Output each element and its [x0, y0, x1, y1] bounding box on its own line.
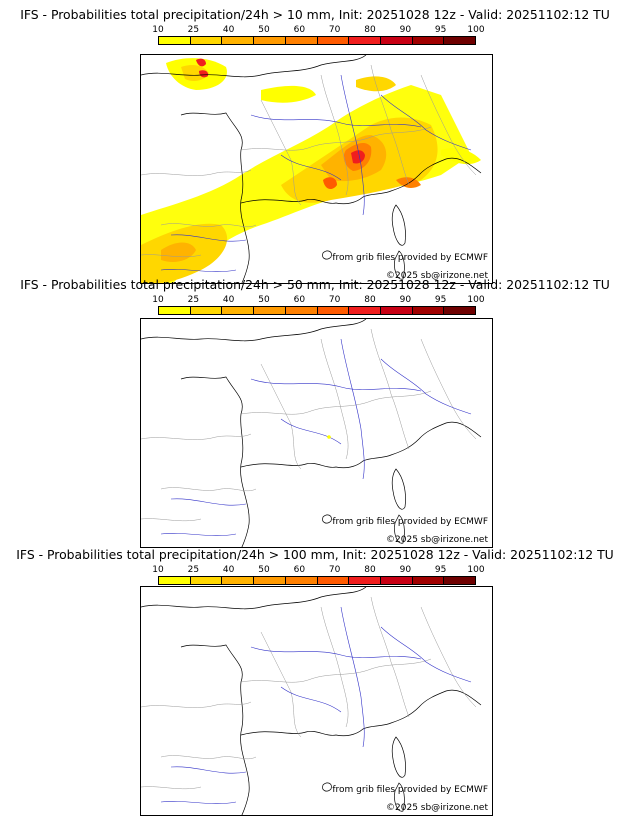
colorbar-segment: [190, 577, 223, 584]
colorbar-tick-label: 60: [293, 25, 306, 35]
colorbar-segment: [444, 307, 476, 314]
colorbar-tick-label: 25: [187, 295, 200, 305]
rivers: [160, 338, 472, 536]
credit-source: from grib files provided by ECMWF: [332, 253, 488, 263]
colorbar-tick-label: 10: [152, 565, 164, 575]
colorbar-segment: [349, 307, 381, 314]
colorbar-segment: [285, 577, 318, 584]
credit-copyright: ©2025 sb@irizone.net: [386, 271, 488, 281]
colorbar-tick-label: 80: [364, 25, 376, 35]
colorbar-labels: 10 25 40 50 60 70 80 90 95 100: [152, 565, 484, 575]
map-area[interactable]: from grib files provided by ECMWF ©2025 …: [140, 318, 493, 548]
colorbar-tick-label: 40: [222, 565, 235, 575]
map-panel-100mm: IFS - Probabilities total precipitation/…: [0, 548, 630, 818]
colorbar-tick-label: 70: [328, 295, 341, 305]
colorbar: [158, 576, 476, 585]
precip-shading: [141, 58, 481, 283]
colorbar-segment: [254, 577, 286, 584]
map-svg: [141, 587, 482, 815]
colorbar-tick-label: 80: [364, 295, 376, 305]
colorbar-segment: [222, 577, 255, 584]
colorbar-segment: [380, 37, 413, 44]
colorbar: [158, 36, 476, 45]
colorbar-tick-label: 100: [467, 565, 485, 575]
colorbar-segment: [222, 37, 255, 44]
colorbar-segment: [190, 37, 223, 44]
colorbar-tick-label: 95: [434, 295, 447, 305]
map-panel-50mm: IFS - Probabilities total precipitation/…: [0, 278, 630, 548]
map-panel-10mm: IFS - Probabilities total precipitation/…: [0, 7, 630, 284]
map-svg: [141, 55, 482, 283]
colorbar-tick-label: 90: [399, 25, 412, 35]
coastline: [141, 55, 482, 283]
colorbar-tick-label: 10: [152, 295, 164, 305]
colorbar-tick-label: 50: [258, 25, 270, 35]
colorbar-segment: [159, 37, 191, 44]
colorbar-segment: [254, 37, 286, 44]
panel-title: IFS - Probabilities total precipitation/…: [20, 277, 610, 292]
colorbar-tick-label: 60: [293, 565, 306, 575]
credit-source: from grib files provided by ECMWF: [332, 517, 488, 527]
colorbar-segment: [317, 37, 350, 44]
colorbar-tick-label: 25: [187, 25, 200, 35]
colorbar-tick-label: 90: [399, 565, 412, 575]
colorbar-segment: [254, 307, 286, 314]
colorbar-labels: 10 25 40 50 60 70 80 90 95 100: [152, 295, 484, 305]
colorbar-segment: [349, 37, 381, 44]
coastline: [141, 587, 482, 815]
credit-copyright: ©2025 sb@irizone.net: [386, 803, 488, 813]
colorbar-segment: [159, 577, 191, 584]
colorbar-segment: [285, 307, 318, 314]
colorbar-tick-label: 40: [222, 295, 235, 305]
precip-spot: [327, 435, 331, 439]
colorbar-tick-label: 60: [293, 295, 306, 305]
credit-copyright: ©2025 sb@irizone.net: [386, 535, 488, 545]
colorbar-tick-label: 100: [467, 25, 485, 35]
colorbar-segment: [317, 577, 350, 584]
map-area[interactable]: from grib files provided by ECMWF ©2025 …: [140, 54, 493, 284]
borders: [141, 64, 477, 258]
colorbar-segment: [412, 37, 445, 44]
credit-source: from grib files provided by ECMWF: [332, 785, 488, 795]
colorbar-tick-label: 40: [222, 25, 235, 35]
colorbar: [158, 306, 476, 315]
colorbar-segment: [222, 307, 255, 314]
borders: [141, 328, 477, 522]
panel-title: IFS - Probabilities total precipitation/…: [20, 7, 610, 22]
colorbar-tick-label: 50: [258, 565, 270, 575]
map-area[interactable]: from grib files provided by ECMWF ©2025 …: [140, 586, 493, 816]
colorbar-tick-label: 90: [399, 295, 412, 305]
colorbar-segment: [444, 577, 476, 584]
panel-title: IFS - Probabilities total precipitation/…: [16, 547, 614, 562]
colorbar-tick-label: 95: [434, 25, 447, 35]
colorbar-segment: [349, 577, 381, 584]
colorbar-segment: [380, 307, 413, 314]
colorbar-segment: [317, 307, 350, 314]
colorbar-tick-label: 70: [328, 565, 341, 575]
colorbar-segment: [444, 37, 476, 44]
colorbar-tick-label: 70: [328, 25, 341, 35]
colorbar-segment: [285, 37, 318, 44]
colorbar-tick-label: 25: [187, 565, 200, 575]
colorbar-segment: [380, 577, 413, 584]
colorbar-labels: 10 25 40 50 60 70 80 90 95 100: [152, 25, 484, 35]
borders: [141, 596, 477, 790]
colorbar-tick-label: 10: [152, 25, 164, 35]
colorbar-tick-label: 50: [258, 295, 270, 305]
colorbar-tick-label: 80: [364, 565, 376, 575]
colorbar-tick-label: 95: [434, 565, 447, 575]
rivers: [160, 74, 472, 272]
coastline: [141, 319, 482, 547]
map-svg: [141, 319, 482, 547]
colorbar-segment: [412, 577, 445, 584]
colorbar-tick-label: 100: [467, 295, 485, 305]
colorbar-segment: [190, 307, 223, 314]
rivers: [160, 606, 472, 804]
colorbar-segment: [412, 307, 445, 314]
colorbar-segment: [159, 307, 191, 314]
